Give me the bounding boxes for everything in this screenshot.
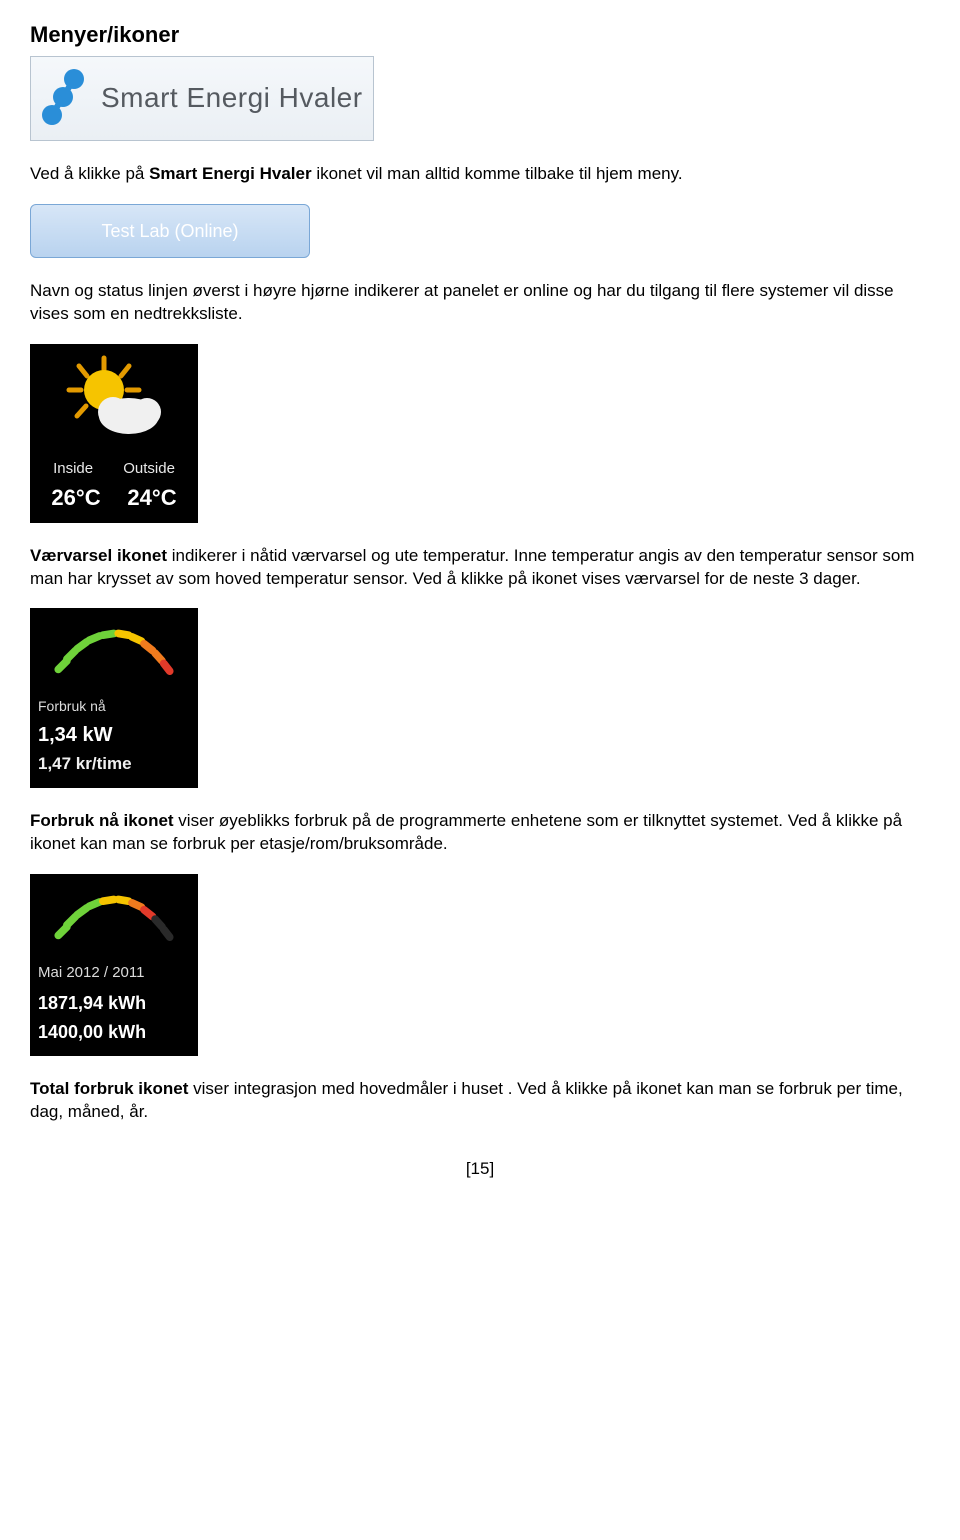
gauge-now-label: Forbruk nå xyxy=(38,697,190,716)
gauge-compare-row2: 1871,94 kWh xyxy=(38,991,190,1015)
paragraph-1: Ved å klikke på Smart Energi Hvaler ikon… xyxy=(30,163,930,186)
status-pill[interactable]: Test Lab (Online) xyxy=(30,204,310,258)
para1-bold: Smart Energi Hvaler xyxy=(149,164,312,183)
para5-bold: Total forbruk ikonet xyxy=(30,1079,188,1098)
gauge-compare-icon xyxy=(39,884,189,951)
gauge-compare-widget[interactable]: Mai 2012 / 2011 1871,94 kWh 1400,00 kWh xyxy=(30,874,198,1056)
para3-bold: Værvarsel ikonet xyxy=(30,546,167,565)
logo-block: Smart Energi Hvaler xyxy=(30,56,374,141)
paragraph-5: Total forbruk ikonet viser integrasjon m… xyxy=(30,1078,930,1124)
weather-outside-temp: 24°C xyxy=(127,483,176,513)
gauge-now-value: 1,34 kW xyxy=(38,722,190,749)
gauge-icon xyxy=(39,618,189,685)
page-heading: Menyer/ikoner xyxy=(30,20,930,50)
logo-text: Smart Energi Hvaler xyxy=(101,79,363,117)
sun-cloud-icon xyxy=(59,354,169,451)
weather-outside-label: Outside xyxy=(123,459,175,479)
gauge-compare-label: Mai 2012 / 2011 xyxy=(38,963,190,983)
para4-bold: Forbruk nå ikonet xyxy=(30,811,174,830)
paragraph-3: Værvarsel ikonet indikerer i nåtid værva… xyxy=(30,545,930,591)
weather-inside-temp: 26°C xyxy=(51,483,100,513)
weather-inside-label: Inside xyxy=(53,459,93,479)
para1-prefix: Ved å klikke på xyxy=(30,164,149,183)
gauge-now-widget[interactable]: Forbruk nå 1,34 kW 1,47 kr/time xyxy=(30,608,198,788)
gauge-now-rate: 1,47 kr/time xyxy=(38,753,190,776)
weather-widget[interactable]: Inside Outside 26°C 24°C xyxy=(30,344,198,523)
gauge-compare-row3: 1400,00 kWh xyxy=(38,1020,190,1044)
chain-icon xyxy=(37,63,91,134)
paragraph-4: Forbruk nå ikonet viser øyeblikks forbru… xyxy=(30,810,930,856)
paragraph-2: Navn og status linjen øverst i høyre hjø… xyxy=(30,280,930,326)
para1-suffix: ikonet vil man alltid komme tilbake til … xyxy=(312,164,683,183)
page-number: [15] xyxy=(30,1158,930,1181)
